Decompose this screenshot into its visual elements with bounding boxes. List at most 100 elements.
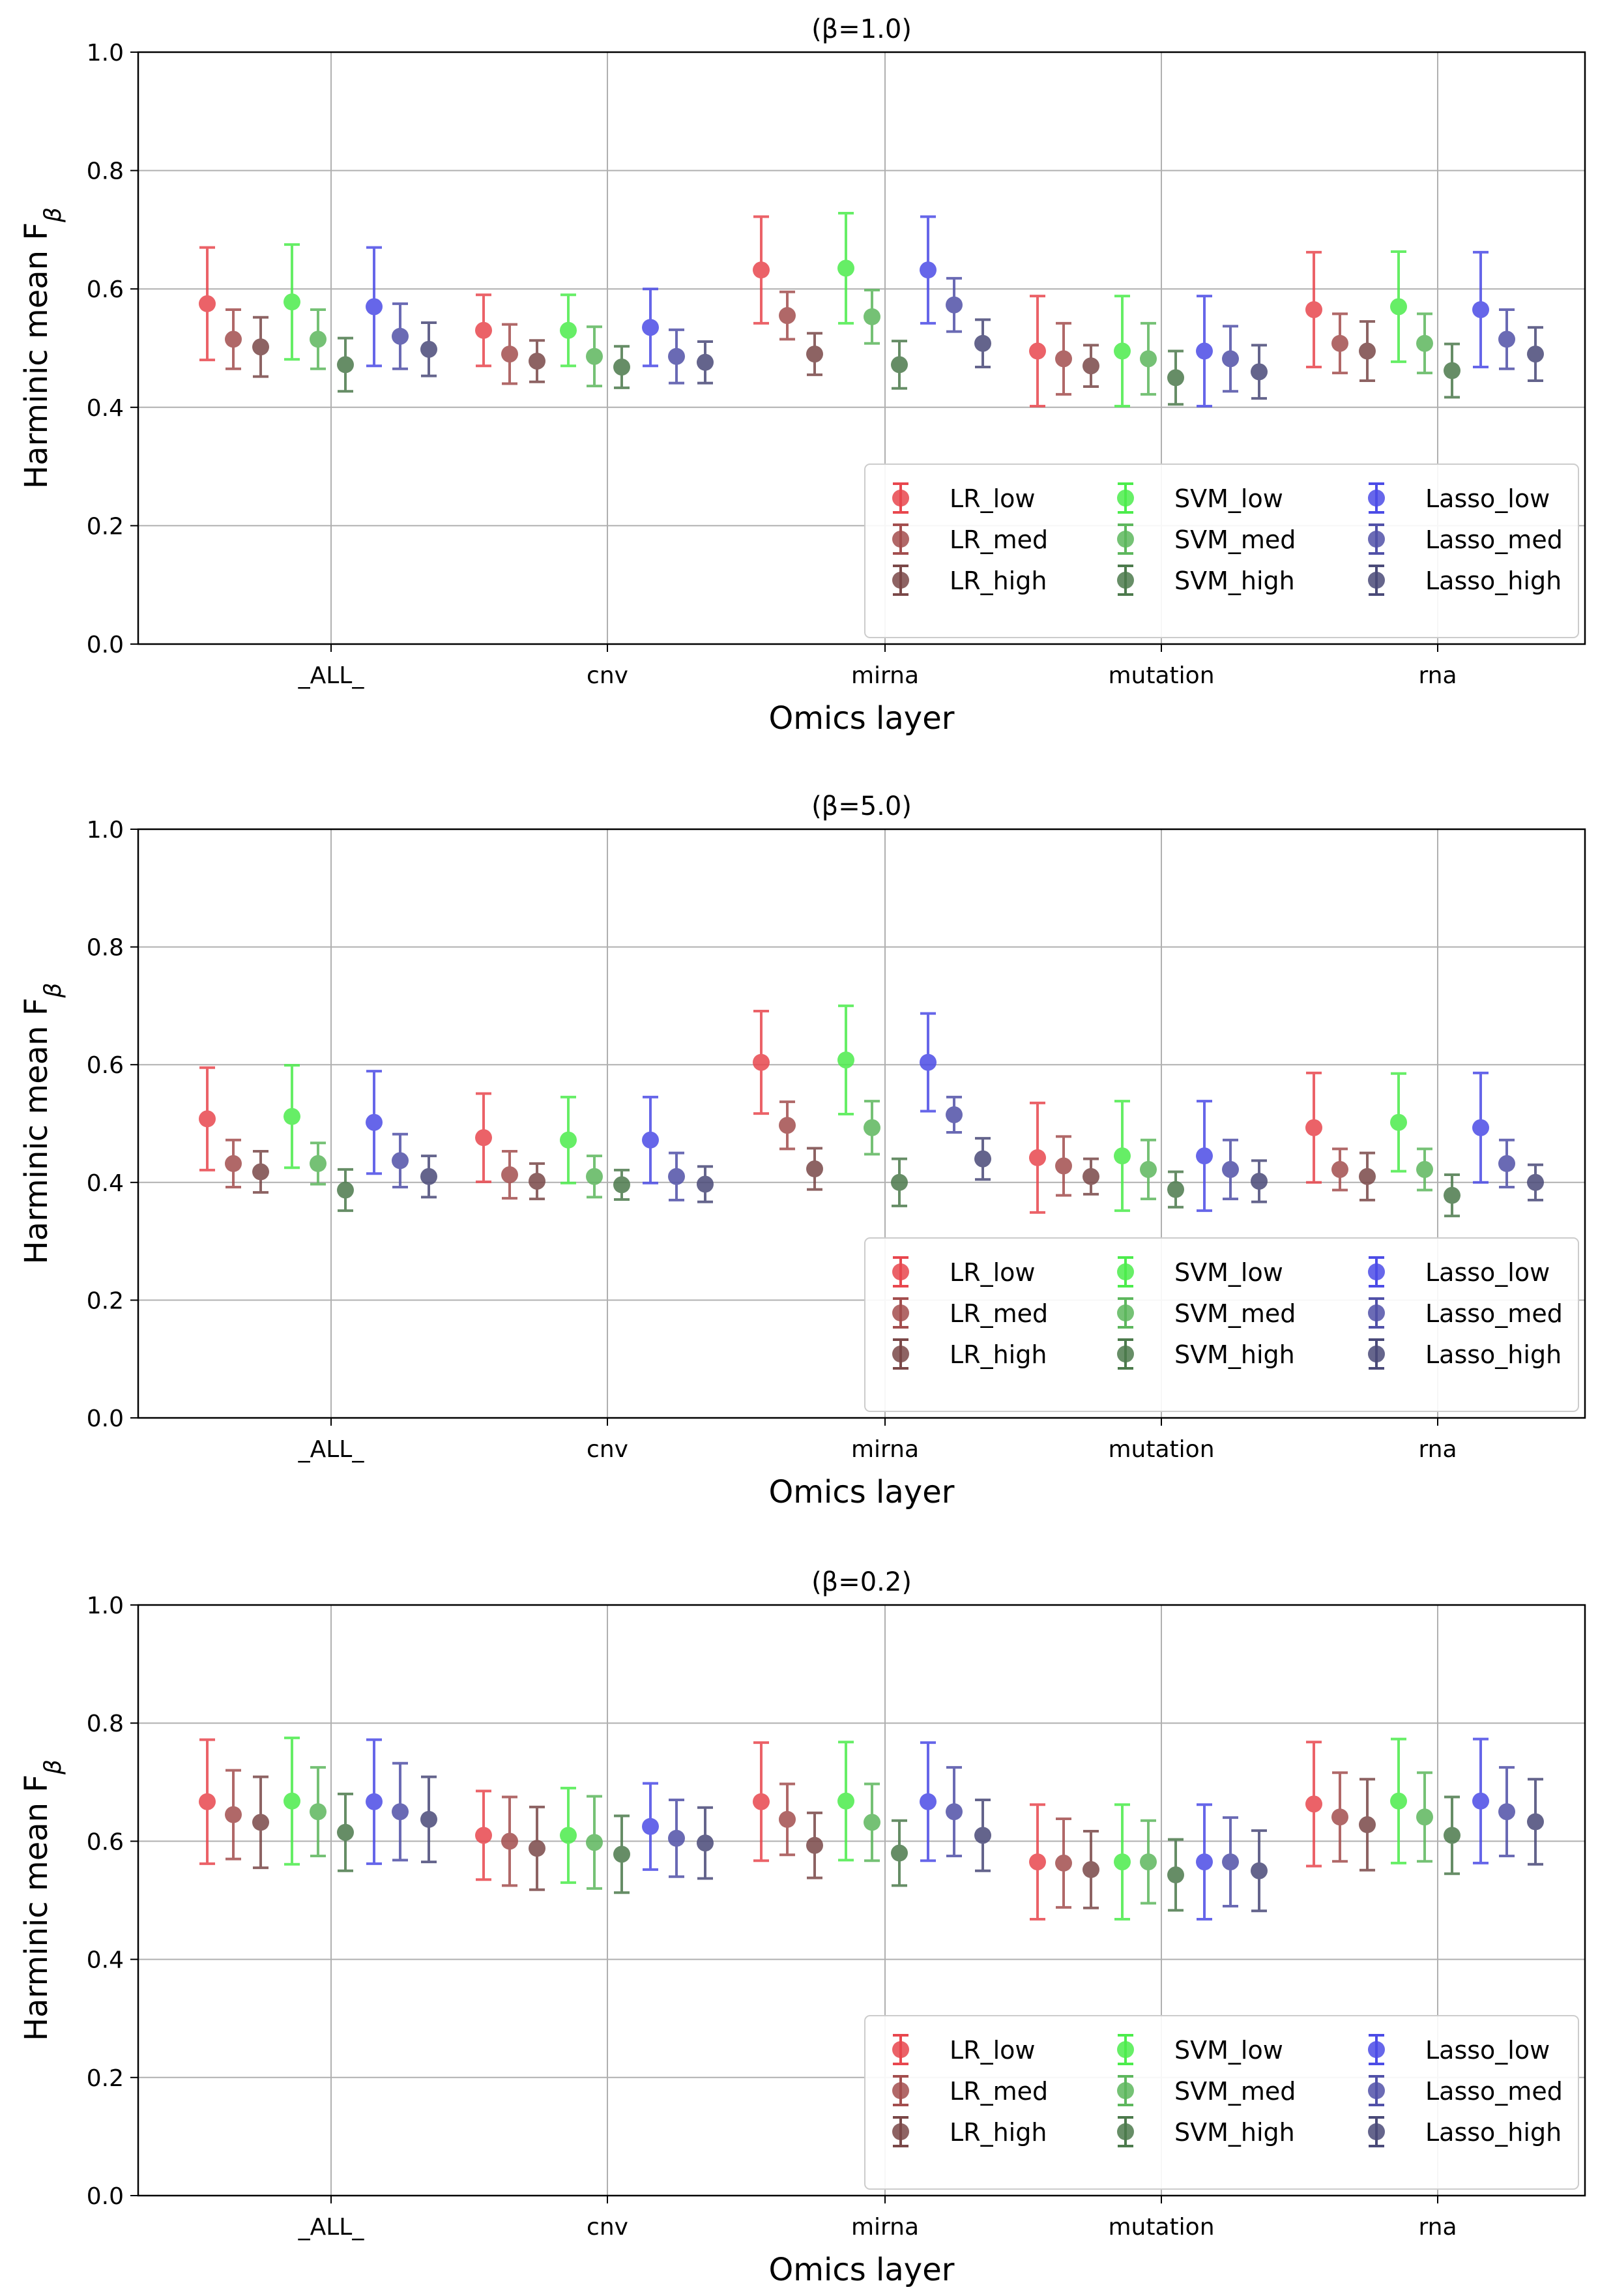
point-LR_low-rna [1305, 1741, 1322, 1868]
data-point [974, 1150, 991, 1168]
data-point [1196, 1853, 1213, 1871]
x-tick-label: mirna [851, 662, 919, 689]
data-point [1444, 362, 1460, 379]
data-point [1331, 334, 1348, 352]
point-Lasso_med-cnv [668, 1798, 685, 1878]
legend-item-Lasso_med: Lasso_med [1368, 1297, 1563, 1329]
legend-label: LR_high [950, 567, 1047, 595]
point-Lasso_high-rna [1527, 1163, 1544, 1201]
legend-item-LR_med: LR_med [892, 2075, 1048, 2106]
y-tick-label: 0.2 [87, 513, 124, 540]
point-Lasso_med-rna [1498, 308, 1515, 370]
y-tick-label: 0.4 [87, 1170, 124, 1197]
data-point [1444, 1827, 1460, 1844]
point-LR_med-cnv [501, 323, 518, 385]
point-Lasso_high-cnv [697, 1165, 714, 1203]
point-SVM_med-rna [1416, 1147, 1433, 1192]
legend-label: LR_low [950, 2036, 1035, 2065]
point-Lasso_high-mirna [974, 1137, 991, 1181]
data-point [392, 1803, 409, 1821]
point-LR_low-cnv [475, 1092, 492, 1183]
point-Lasso_med-cnv [668, 1151, 685, 1201]
point-SVM_med-mirna [864, 1782, 880, 1862]
legend-item-LR_high: LR_high [892, 2116, 1047, 2147]
legend-marker [892, 1346, 909, 1362]
point-LR_med-_ALL_ [225, 1138, 242, 1189]
legend-label: Lasso_low [1425, 2036, 1550, 2065]
y-axis-label-text: Harminic mean F [18, 1774, 55, 2041]
legend-marker [1117, 1263, 1134, 1280]
point-SVM_med-cnv [586, 1155, 603, 1199]
point-Lasso_high-mutation [1251, 1829, 1268, 1913]
data-point [1390, 1113, 1407, 1131]
data-point [337, 1181, 354, 1199]
y-tick-label: 0.4 [87, 1947, 124, 1974]
point-SVM_low-rna [1390, 250, 1407, 363]
data-point [252, 1814, 269, 1831]
chart-title: (β=5.0) [811, 791, 912, 821]
legend-item-Lasso_med: Lasso_med [1368, 523, 1563, 555]
data-point [501, 1166, 518, 1184]
chart-title: (β=1.0) [811, 14, 912, 44]
data-point [864, 308, 880, 325]
data-point [668, 1829, 685, 1847]
data-point [366, 1113, 383, 1131]
data-point [806, 1160, 823, 1178]
point-LR_low-_ALL_ [199, 1066, 216, 1171]
x-tick-label: rna [1418, 1436, 1457, 1463]
point-SVM_low-mutation [1114, 1803, 1131, 1921]
point-Lasso_high-_ALL_ [420, 321, 437, 377]
data-point [310, 331, 327, 348]
legend-label: Lasso_low [1425, 1258, 1550, 1287]
data-point [199, 1793, 216, 1810]
legend-marker [892, 2041, 909, 2058]
y-tick-label: 0.2 [87, 2065, 124, 2092]
data-point [199, 1110, 216, 1128]
data-point [501, 346, 518, 363]
data-point [1251, 363, 1268, 381]
point-SVM_med-mutation [1140, 1138, 1157, 1201]
legend-label: LR_high [950, 1340, 1047, 1369]
point-Lasso_med-mirna [946, 1095, 963, 1134]
point-LR_high-mutation [1083, 344, 1099, 389]
legend-marker [1368, 572, 1385, 589]
x-tick-label: rna [1418, 662, 1457, 689]
point-SVM_low-rna [1390, 1072, 1407, 1173]
legend-label: LR_med [950, 525, 1048, 554]
data-point [1498, 331, 1515, 348]
point-Lasso_high-mutation [1251, 1159, 1268, 1203]
y-tick-label: 0.8 [87, 935, 124, 962]
point-SVM_high-mutation [1167, 349, 1184, 406]
data-point [1114, 1147, 1131, 1165]
data-point [1029, 342, 1046, 360]
legend-item-Lasso_low: Lasso_low [1368, 1256, 1550, 1288]
data-point [225, 331, 242, 348]
y-tick-label: 0.0 [87, 1406, 124, 1432]
point-SVM_med-_ALL_ [310, 1141, 327, 1186]
legend-marker [892, 1263, 909, 1280]
data-point [1251, 1172, 1268, 1190]
point-Lasso_med-rna [1498, 1138, 1515, 1189]
legend-item-Lasso_high: Lasso_high [1368, 565, 1562, 596]
data-point [1331, 1808, 1348, 1826]
point-Lasso_low-mutation [1196, 295, 1213, 407]
point-LR_low-cnv [475, 1789, 492, 1881]
legend-item-SVM_low: SVM_low [1117, 1256, 1283, 1288]
legend-label: Lasso_med [1425, 525, 1563, 554]
data-point [1114, 342, 1131, 360]
legend: LR_low LR_med LR_high SVM_low SVM_med SVM_hig… [864, 2015, 1579, 2190]
point-LR_low-rna [1305, 250, 1322, 369]
data-point [697, 353, 714, 371]
data-point [779, 1810, 796, 1828]
data-point [1359, 342, 1376, 360]
data-point [613, 1176, 630, 1194]
y-tick-label: 0.6 [87, 1829, 124, 1855]
point-SVM_low-_ALL_ [283, 1736, 300, 1866]
point-SVM_low-mirna [837, 1741, 854, 1862]
legend-label: SVM_low [1174, 1258, 1283, 1287]
legend-marker [1117, 531, 1134, 548]
y-tick-label: 1.0 [87, 817, 124, 844]
point-SVM_high-cnv [613, 1814, 630, 1894]
data-point [668, 1168, 685, 1185]
point-LR_high-_ALL_ [252, 316, 269, 378]
